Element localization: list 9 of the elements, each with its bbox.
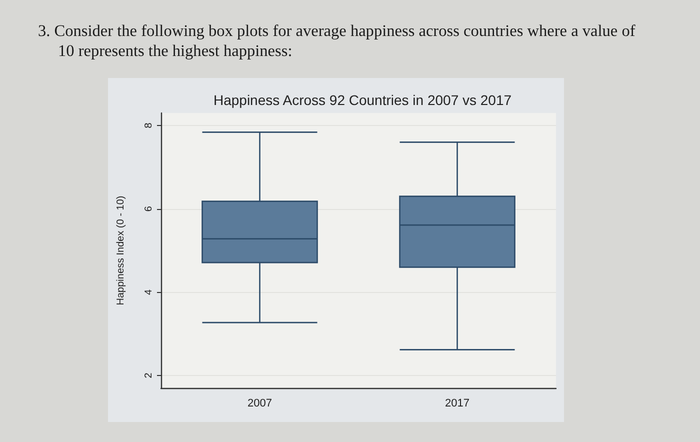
y-tick-label: 6: [144, 206, 154, 212]
text: 3. Consider the following box plots for average happiness across countries where a value of 10 represents the highest happiness:: [38, 21, 636, 61]
x-tick-label: 2017: [445, 398, 470, 410]
y-axis-title: Happiness Index (0 - 10): [116, 196, 126, 306]
y-tick-label: 2: [144, 372, 154, 378]
y-tick-label: 4: [144, 288, 154, 295]
y-tick-label: 8: [144, 122, 154, 128]
chart-title: Happiness Across 92 Countries in 2007 vs 2017: [213, 92, 512, 108]
x-tick-label: 2007: [248, 398, 272, 410]
